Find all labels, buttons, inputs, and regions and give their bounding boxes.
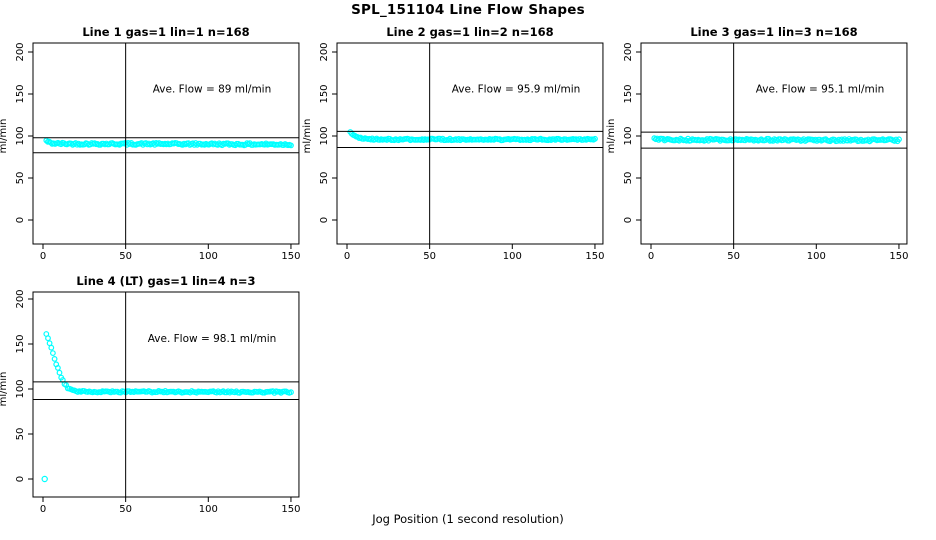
x-tick-label: 50 <box>119 504 132 515</box>
x-tick-label: 100 <box>199 251 218 262</box>
data-points <box>347 129 598 144</box>
x-tick-label: 50 <box>119 251 132 262</box>
y-tick-label: 200 <box>623 42 634 61</box>
data-points <box>651 135 902 145</box>
plot-box <box>32 42 300 245</box>
y-axis-label: ml/min <box>606 119 617 154</box>
y-tick-label: 0 <box>319 217 330 223</box>
x-tick-label: 0 <box>40 504 46 515</box>
y-tick-label: 100 <box>319 126 330 145</box>
x-tick-label: 0 <box>344 251 350 262</box>
subplot-title: Line 2 gas=1 lin=2 n=168 <box>386 25 553 39</box>
y-tick-label: 150 <box>319 84 330 103</box>
data-point <box>55 365 61 371</box>
data-points <box>41 331 294 483</box>
ave-flow-annotation: Ave. Flow = 98.1 ml/min <box>148 333 277 345</box>
x-tick-label: 100 <box>807 251 826 262</box>
data-point <box>592 135 598 142</box>
y-tick-label: 100 <box>15 379 26 398</box>
subplot-line3: 0 50 100 150 200 0 50 100 150 ml/min Line 3 gas=1 … <box>606 25 908 262</box>
y-axis-label: ml/min <box>0 119 9 154</box>
subplot-line4: 0 50 100 150 200 0 50 100 150 ml/min Line 4 (LT) g… <box>0 274 300 515</box>
data-point <box>48 344 55 351</box>
x-tick-label: 150 <box>889 251 908 262</box>
ave-flow-annotation: Ave. Flow = 89 ml/min <box>153 83 272 95</box>
data-point <box>50 350 56 357</box>
y-tick-label: 0 <box>15 217 26 223</box>
x-tick-label: 0 <box>40 251 46 262</box>
subplot-title: Line 4 (LT) gas=1 lin=4 n=3 <box>76 274 255 288</box>
y-tick-label: 150 <box>623 84 634 103</box>
subplot-title: Line 3 gas=1 lin=3 n=168 <box>690 25 857 39</box>
x-tick-label: 150 <box>281 251 300 262</box>
y-tick-label: 100 <box>623 126 634 145</box>
y-tick-label: 200 <box>15 289 26 308</box>
data-point <box>896 136 902 143</box>
data-points <box>43 137 294 149</box>
y-tick-label: 200 <box>319 42 330 61</box>
y-tick-label: 50 <box>15 172 26 185</box>
ave-flow-annotation: Ave. Flow = 95.1 ml/min <box>756 83 885 95</box>
x-tick-label: 150 <box>281 504 300 515</box>
x-tick-label: 100 <box>199 504 218 515</box>
data-point <box>51 356 58 362</box>
y-axis-label: ml/min <box>0 372 9 407</box>
y-tick-label: 50 <box>623 172 634 185</box>
x-tick-label: 100 <box>503 251 522 262</box>
y-tick-label: 100 <box>15 126 26 145</box>
data-point <box>288 142 294 149</box>
shared-x-axis-label: Jog Position (1 second resolution) <box>372 512 564 526</box>
x-tick-label: 150 <box>585 251 604 262</box>
y-tick-label: 0 <box>623 217 634 223</box>
plot-box <box>336 42 604 245</box>
data-point <box>45 335 51 342</box>
y-tick-label: 50 <box>15 428 26 441</box>
outlier-point <box>41 475 48 483</box>
y-tick-label: 150 <box>15 84 26 103</box>
y-tick-label: 0 <box>15 476 26 482</box>
plot-box <box>32 291 300 498</box>
y-tick-label: 150 <box>15 334 26 353</box>
y-axis-label: ml/min <box>302 119 313 154</box>
x-tick-label: 0 <box>648 251 654 262</box>
x-tick-label: 50 <box>423 251 436 262</box>
y-tick-label: 200 <box>15 42 26 61</box>
data-point <box>288 389 294 396</box>
ave-flow-annotation: Ave. Flow = 95.9 ml/min <box>452 83 581 95</box>
subplot-title: Line 1 gas=1 lin=1 n=168 <box>82 25 249 39</box>
x-tick-label: 50 <box>727 251 740 262</box>
figure-title: SPL_151104 Line Flow Shapes <box>351 2 585 18</box>
y-tick-label: 50 <box>319 172 330 185</box>
data-point <box>56 369 63 376</box>
plot-box <box>640 42 908 245</box>
subplot-line2: 0 50 100 150 200 0 50 100 150 ml/min Line 2 gas=1 … <box>302 25 604 262</box>
subplot-line1: 0 50 100 150 200 0 50 100 150 ml/min Line 1 gas=1 … <box>0 25 300 262</box>
